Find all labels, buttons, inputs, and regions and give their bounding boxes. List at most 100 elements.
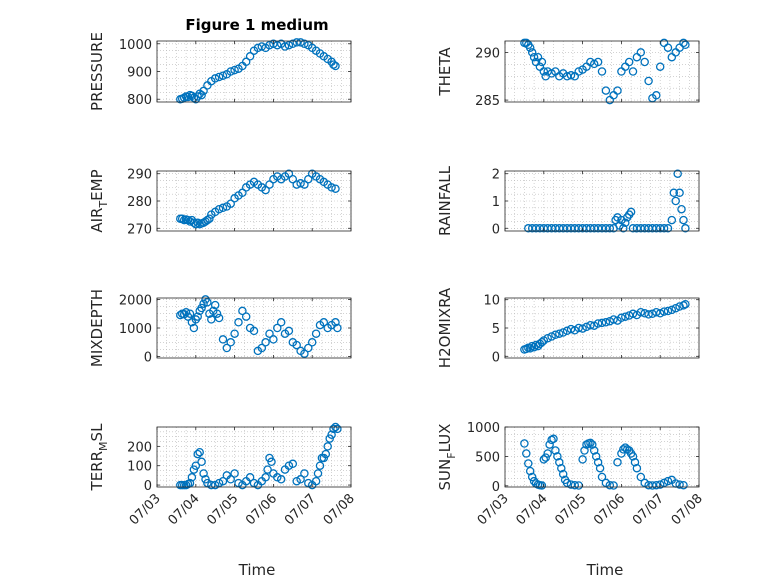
data-point bbox=[292, 476, 301, 486]
data-point bbox=[524, 459, 533, 468]
data-point bbox=[574, 323, 583, 333]
data-point bbox=[677, 204, 686, 214]
data-point bbox=[679, 480, 688, 490]
data-point bbox=[183, 92, 193, 102]
data-point bbox=[193, 449, 202, 459]
data-point bbox=[265, 329, 274, 338]
data-point bbox=[527, 472, 537, 482]
y-axis-label-main: THETA bbox=[436, 47, 454, 97]
y-tick-label: 270 bbox=[127, 222, 152, 237]
x-tick-label: 07/04 bbox=[514, 491, 551, 528]
data-point bbox=[249, 326, 259, 336]
data-point bbox=[626, 207, 636, 217]
data-point bbox=[261, 185, 270, 195]
subplot-terr-msl: 0 100 200 07/03 07/04 07/05 07/06 07/07 07/08 TER… bbox=[88, 422, 358, 528]
data-point bbox=[613, 458, 622, 467]
data-point bbox=[313, 469, 323, 478]
data-point bbox=[597, 67, 607, 76]
y-axis-label-main: H2OMIXRA bbox=[436, 287, 454, 368]
data-point bbox=[284, 461, 294, 470]
data-point bbox=[245, 52, 255, 61]
y-axis-label-post: SL bbox=[88, 423, 106, 442]
data-point bbox=[284, 40, 294, 50]
data-point bbox=[543, 449, 552, 458]
data-point bbox=[191, 461, 201, 470]
data-point bbox=[595, 463, 605, 473]
data-point bbox=[205, 214, 214, 223]
data-point bbox=[261, 338, 270, 347]
data-point bbox=[199, 469, 208, 478]
data-point bbox=[663, 476, 673, 486]
data-point bbox=[609, 315, 618, 324]
data-point bbox=[644, 76, 653, 86]
data-point bbox=[276, 475, 286, 484]
x-tick-label: 07/07 bbox=[282, 491, 319, 528]
data-point bbox=[333, 424, 342, 434]
data-point bbox=[257, 42, 267, 51]
data-point bbox=[300, 180, 309, 189]
data-point bbox=[203, 298, 212, 307]
subplot-pressure: 800 900 1000 PRESSURE bbox=[88, 32, 352, 111]
y-tick-label: 290 bbox=[475, 46, 500, 61]
data-point bbox=[234, 318, 243, 327]
data-point bbox=[539, 67, 549, 76]
data-point bbox=[580, 446, 589, 455]
data-point bbox=[570, 480, 580, 490]
y-axis-label-main: SUN bbox=[436, 459, 454, 491]
data-point bbox=[525, 466, 535, 476]
data-point bbox=[597, 318, 607, 328]
data-point bbox=[586, 320, 595, 330]
data-point bbox=[329, 60, 338, 69]
x-tick-label: 07/06 bbox=[591, 491, 628, 528]
x-tick-label: 07/04 bbox=[166, 491, 203, 528]
data-point bbox=[617, 313, 626, 323]
x-tick-label: 07/07 bbox=[630, 491, 667, 528]
data-point bbox=[578, 324, 587, 333]
y-tick-label: 1000 bbox=[119, 322, 152, 337]
data-point bbox=[230, 65, 239, 75]
data-point bbox=[288, 174, 298, 184]
y-axis-label-sub: M bbox=[97, 441, 110, 451]
data-point bbox=[632, 463, 642, 473]
data-point bbox=[593, 319, 603, 328]
data-point bbox=[230, 329, 239, 338]
data-point bbox=[593, 57, 603, 67]
data-point bbox=[558, 469, 568, 479]
data-point bbox=[601, 318, 611, 327]
y-axis-label: H2OMIXRA bbox=[436, 287, 454, 368]
data-point bbox=[621, 312, 630, 321]
data-point bbox=[197, 303, 206, 313]
data-point bbox=[525, 43, 535, 52]
data-point bbox=[181, 308, 191, 317]
data-point bbox=[659, 307, 669, 316]
y-axis-label: TERRMSL bbox=[88, 423, 110, 492]
y-tick-label: 2000 bbox=[119, 293, 152, 308]
data-point bbox=[245, 473, 255, 482]
y-axis-label-post: LUX bbox=[436, 424, 454, 453]
y-axis-label-main: AIR bbox=[88, 208, 106, 233]
data-point bbox=[197, 90, 206, 100]
subplot-h2omixra: 0 5 10 H2OMIXRA bbox=[436, 287, 700, 368]
data-point bbox=[644, 310, 653, 319]
data-point bbox=[605, 480, 615, 490]
y-tick-label: 10 bbox=[483, 294, 500, 309]
data-point bbox=[619, 224, 628, 233]
data-point bbox=[288, 459, 298, 469]
data-point bbox=[630, 458, 640, 467]
data-point bbox=[652, 91, 661, 100]
data-point bbox=[284, 326, 294, 336]
data-point bbox=[648, 481, 657, 490]
data-point bbox=[555, 329, 564, 338]
data-point bbox=[655, 480, 665, 489]
data-point bbox=[191, 219, 201, 229]
data-point bbox=[520, 439, 529, 448]
data-point bbox=[331, 184, 340, 193]
data-point bbox=[284, 169, 294, 178]
data-point bbox=[659, 478, 669, 488]
axes-frame bbox=[504, 426, 700, 488]
data-point bbox=[593, 458, 603, 467]
data-point bbox=[628, 67, 638, 76]
data-point bbox=[189, 93, 199, 103]
data-point bbox=[218, 71, 228, 80]
data-point bbox=[624, 57, 634, 67]
